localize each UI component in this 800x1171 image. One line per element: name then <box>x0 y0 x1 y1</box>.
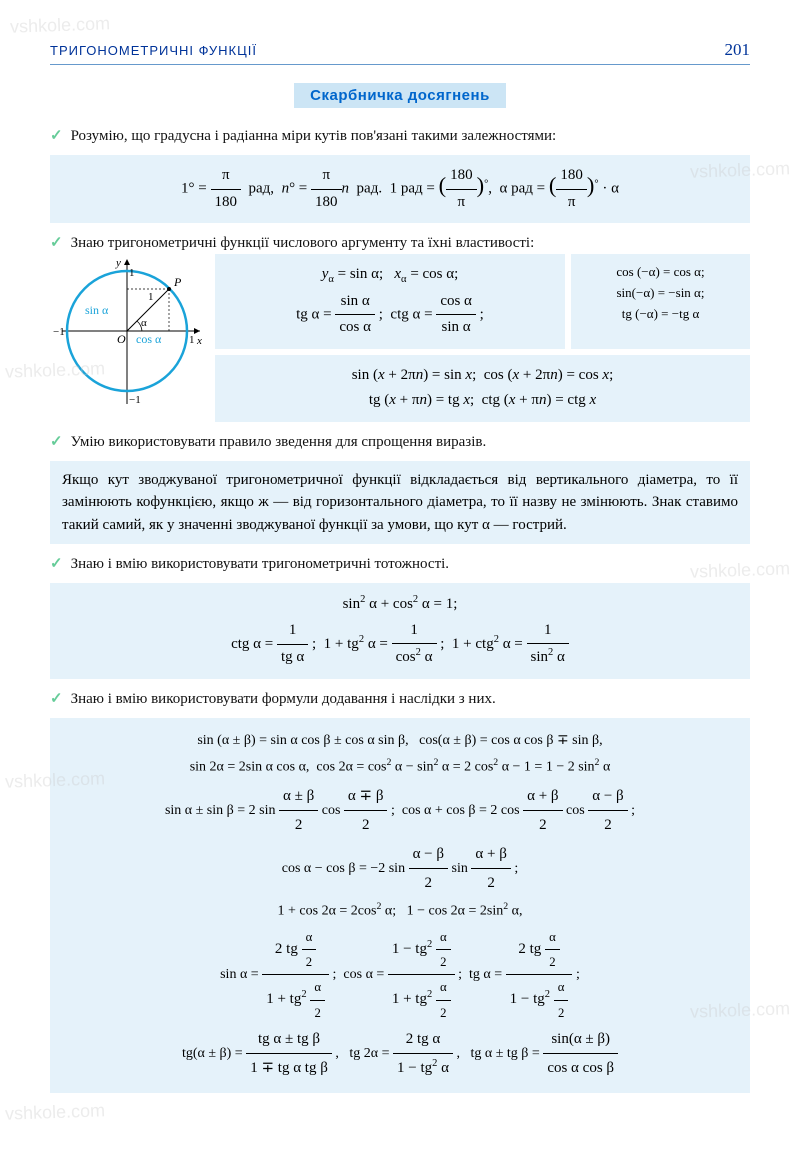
label-1-top: 1 <box>129 267 135 279</box>
item-1-text: Розумію, що градусна і радіанна міри кут… <box>50 126 750 147</box>
section-title: ТРИГОНОМЕТРИЧНІ ФУНКЦІЇ <box>50 43 257 58</box>
label-neg1-bot: −1 <box>129 394 141 406</box>
title-box: Скарбничка досягнень <box>50 83 750 108</box>
formula-2d: sin (x + 2πn) = sin x; cos (x + 2πn) = c… <box>215 355 750 422</box>
item-3: Умію використовувати правило зведення дл… <box>50 432 750 545</box>
item-4: Знаю і вмію використовувати тригонометри… <box>50 554 750 679</box>
label-O: O <box>117 332 126 346</box>
label-1-r: 1 <box>148 291 154 303</box>
item-2: Знаю тригонометричні функції числового а… <box>50 233 750 422</box>
item-4-text: Знаю і вмію використовувати тригонометри… <box>50 554 750 575</box>
label-sin: sin α <box>85 303 109 317</box>
label-cos: cos α <box>136 332 162 346</box>
item-5: Знаю і вмію використовувати формули дода… <box>50 689 750 1093</box>
watermark: vshkole.com <box>5 1100 106 1124</box>
item-3-text: Умію використовувати правило зведення дл… <box>50 432 750 453</box>
title-text: Скарбничка досягнень <box>294 83 506 108</box>
formula-2a: yα = sin α; xα = cos α; tg α = sin αcos … <box>215 254 565 349</box>
page: vshkole.com vshkole.com vshkole.com vshk… <box>0 0 800 1133</box>
label-neg1-left: −1 <box>53 326 65 338</box>
page-header: ТРИГОНОМЕТРИЧНІ ФУНКЦІЇ 201 <box>50 40 750 65</box>
item-1: Розумію, що градусна і радіанна міри кут… <box>50 126 750 223</box>
page-number: 201 <box>725 40 751 60</box>
label-P: P <box>173 275 182 289</box>
item-2-text: Знаю тригонометричні функції числового а… <box>50 233 750 254</box>
label-alpha: α <box>141 317 147 329</box>
label-1-right: 1 <box>189 334 195 346</box>
unit-circle-diagram: P O α sin α cos α 1 1 1 −1 −1 x y <box>50 254 205 422</box>
label-y: y <box>115 257 121 269</box>
formula-3: Якщо кут зводжуваної тригонометричної фу… <box>50 461 750 545</box>
formula-4: sin2 α + cos2 α = 1; ctg α = 1tg α ; 1 +… <box>50 583 750 679</box>
formula-2c: cos (−α) = cos α; sin(−α) = −sin α; tg (… <box>571 254 750 349</box>
formula-5: sin (α ± β) = sin α cos β ± cos α sin β,… <box>50 718 750 1093</box>
item-5-text: Знаю і вмію використовувати формули дода… <box>50 689 750 710</box>
formula-1: 1° = π180 рад, n° = π180n рад. 1 рад = (… <box>50 155 750 223</box>
watermark: vshkole.com <box>10 13 111 37</box>
label-x: x <box>196 335 202 347</box>
